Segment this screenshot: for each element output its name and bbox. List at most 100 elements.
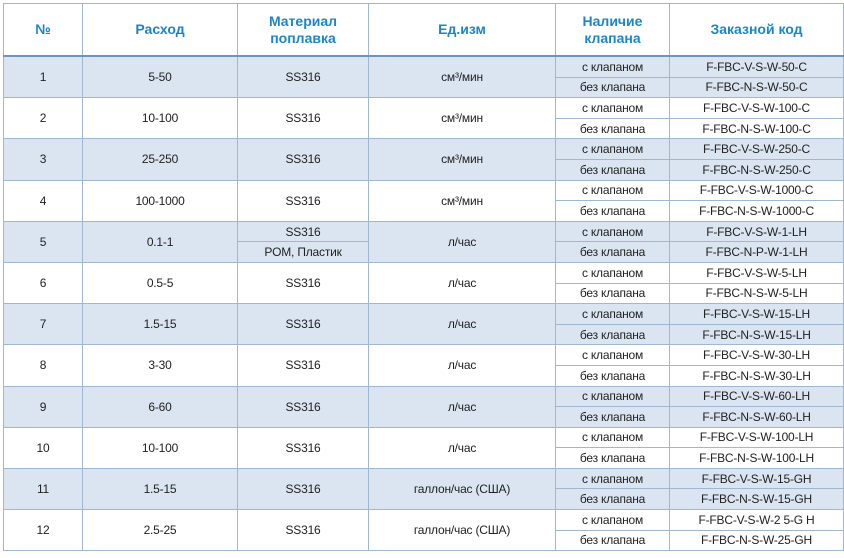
valve-cell: с клапаном	[555, 97, 670, 119]
table-row: 7 1.5-15 SS316 л/час с клапаном F-FBC-V-S-W-1…	[3, 303, 844, 346]
flow-cell: 3-30	[82, 344, 238, 387]
header-row: № Расход Материал поплавка Ед.изм Наличие кл…	[3, 3, 844, 57]
table-row: 10 10-100 SS316 л/час с клапаном F-FBC-V-S-W-…	[3, 426, 844, 469]
table-body: 1 5-50 SS316 см³/мин с клапаном F-FBC-V-S-W-5…	[3, 55, 844, 552]
number-cell: 8	[3, 344, 83, 387]
unit-cell: см³/мин	[368, 97, 556, 140]
valve-cell: без клапана	[555, 282, 670, 305]
number-cell: 6	[3, 261, 83, 305]
code-cell: F-FBC-N-P-W-1-LH	[669, 241, 844, 263]
table-row: 4 100-1000 SS316 см³/мин с клапаном F-FBC-V-S…	[3, 179, 844, 222]
valve-cell: с клапаном	[555, 303, 670, 325]
flow-cell: 0.1-1	[82, 220, 238, 263]
valve-cell: без клапана	[555, 529, 670, 552]
flow-cell: 5-50	[82, 55, 238, 99]
code-cell: F-FBC-N-S-W-5-LH	[669, 282, 844, 305]
table-row: 2 10-100 SS316 см³/мин с клапаном F-FBC-V-S-W…	[3, 97, 844, 140]
unit-cell: л/час	[368, 303, 556, 346]
number-cell: 1	[3, 55, 83, 99]
material-cell: SS316	[237, 509, 369, 552]
valve-cell: с клапаном	[555, 138, 670, 160]
material-cell: SS316	[237, 261, 369, 305]
code-cell: F-FBC-V-S-W-30-LH	[669, 344, 844, 366]
valve-cell: с клапаном	[555, 385, 670, 408]
unit-cell: л/час	[368, 220, 556, 263]
table-row: без клапана F-FBC-N-S-W-15-LH	[4, 323, 844, 346]
valve-cell: без клапана	[555, 488, 670, 511]
flow-cell: 6-60	[82, 385, 238, 428]
valve-cell: без клапана	[555, 76, 670, 99]
valve-cell: без клапана	[555, 406, 670, 428]
flow-cell: 0.5-5	[82, 261, 238, 305]
table-row: POM, Пластик без клапана F-FBC-N-P-W-1-LH	[4, 241, 844, 263]
material-cell: SS316	[237, 138, 369, 181]
table-row: 8 3-30 SS316 л/час с клапаном F-FBC-V-S-W-30-…	[3, 344, 844, 387]
valve-cell: с клапаном	[555, 509, 670, 531]
code-cell: F-FBC-N-S-W-1000-C	[669, 200, 844, 222]
material-cell: SS316	[237, 303, 369, 346]
number-cell: 9	[3, 385, 83, 428]
valve-cell: с клапаном	[555, 220, 670, 243]
unit-cell: галлон/час (США)	[368, 467, 556, 511]
unit-cell: см³/мин	[368, 55, 556, 99]
valve-cell: с клапаном	[555, 55, 670, 78]
valve-cell: с клапаном	[555, 467, 670, 490]
table-row: 1 5-50 SS316 см³/мин с клапаном F-FBC-V-S-W-5…	[3, 55, 844, 99]
header-cell: Расход	[82, 3, 238, 57]
valve-cell: без клапана	[555, 241, 670, 263]
material-cell: SS316	[237, 426, 369, 469]
valve-cell: без клапана	[555, 158, 670, 181]
table-row: 6 0.5-5 SS316 л/час с клапаном F-FBC-V-S-W-5-…	[3, 261, 844, 305]
number-cell: 4	[3, 179, 83, 222]
valve-cell: без клапана	[555, 364, 670, 387]
valve-cell: без клапана	[555, 323, 670, 346]
code-cell: F-FBC-N-S-W-30-LH	[669, 364, 844, 387]
header-cell: Ед.изм	[368, 3, 556, 57]
code-cell: F-FBC-V-S-W-100-LH	[669, 426, 844, 449]
table-row: 9 6-60 SS316 л/час с клапаном F-FBC-V-S-W-60-…	[3, 385, 844, 428]
code-cell: F-FBC-V-S-W-15-GH	[669, 467, 844, 490]
header-cell: №	[3, 3, 83, 57]
number-cell: 3	[3, 138, 83, 181]
code-cell: F-FBC-V-S-W-60-LH	[669, 385, 844, 408]
table-row: 5 0.1-1 SS316 л/час с клапаном F-FBC-V-S-W-1-…	[3, 220, 844, 263]
material-cell: POM, Пластик	[237, 241, 369, 263]
header-cell: Наличие клапана	[555, 3, 670, 57]
code-cell: F-FBC-V-S-W-1-LH	[669, 220, 844, 243]
unit-cell: см³/мин	[368, 138, 556, 181]
material-cell: SS316	[237, 55, 369, 99]
table-row: без клапана F-FBC-N-S-W-100-LH	[4, 447, 844, 469]
flow-cell: 25-250	[82, 138, 238, 181]
unit-cell: см³/мин	[368, 179, 556, 222]
material-cell: SS316	[237, 344, 369, 387]
table-row: без клапана F-FBC-N-S-W-30-LH	[4, 364, 844, 387]
code-cell: F-FBC-N-S-W-15-GH	[669, 488, 844, 511]
header-cell: Материал поплавка	[237, 3, 369, 57]
table-row: без клапана F-FBC-N-S-W-25-GH	[4, 529, 844, 552]
number-cell: 2	[3, 97, 83, 140]
flow-cell: 10-100	[82, 97, 238, 140]
code-cell: F-FBC-V-S-W-15-LH	[669, 303, 844, 325]
table-row: 12 2.5-25 SS316 галлон/час (США) с клапаном F…	[3, 509, 844, 552]
table-row: 11 1.5-15 SS316 галлон/час (США) с клапаном F…	[3, 467, 844, 511]
flow-cell: 1.5-15	[82, 303, 238, 346]
code-cell: F-FBC-N-S-W-250-C	[669, 158, 844, 181]
code-cell: F-FBC-N-S-W-100-LH	[669, 447, 844, 469]
flow-cell: 100-1000	[82, 179, 238, 222]
unit-cell: л/час	[368, 344, 556, 387]
valve-cell: с клапаном	[555, 179, 670, 202]
valve-cell: с клапаном	[555, 261, 670, 284]
code-cell: F-FBC-V-S-W-5-LH	[669, 261, 844, 284]
flow-cell: 10-100	[82, 426, 238, 469]
code-cell: F-FBC-V-S-W-100-C	[669, 97, 844, 119]
code-cell: F-FBC-N-S-W-25-GH	[669, 529, 844, 552]
table-row: без клапана F-FBC-N-S-W-50-C	[4, 76, 844, 99]
code-cell: F-FBC-V-S-W-1000-C	[669, 179, 844, 202]
valve-cell: с клапаном	[555, 344, 670, 366]
flow-cell: 1.5-15	[82, 467, 238, 511]
code-cell: F-FBC-N-S-W-60-LH	[669, 406, 844, 428]
code-cell: F-FBC-N-S-W-50-C	[669, 76, 844, 99]
table-row: 3 25-250 SS316 см³/мин с клапаном F-FBC-V-S-W…	[3, 138, 844, 181]
material-cell: SS316	[237, 220, 369, 243]
valve-cell: без клапана	[555, 200, 670, 222]
